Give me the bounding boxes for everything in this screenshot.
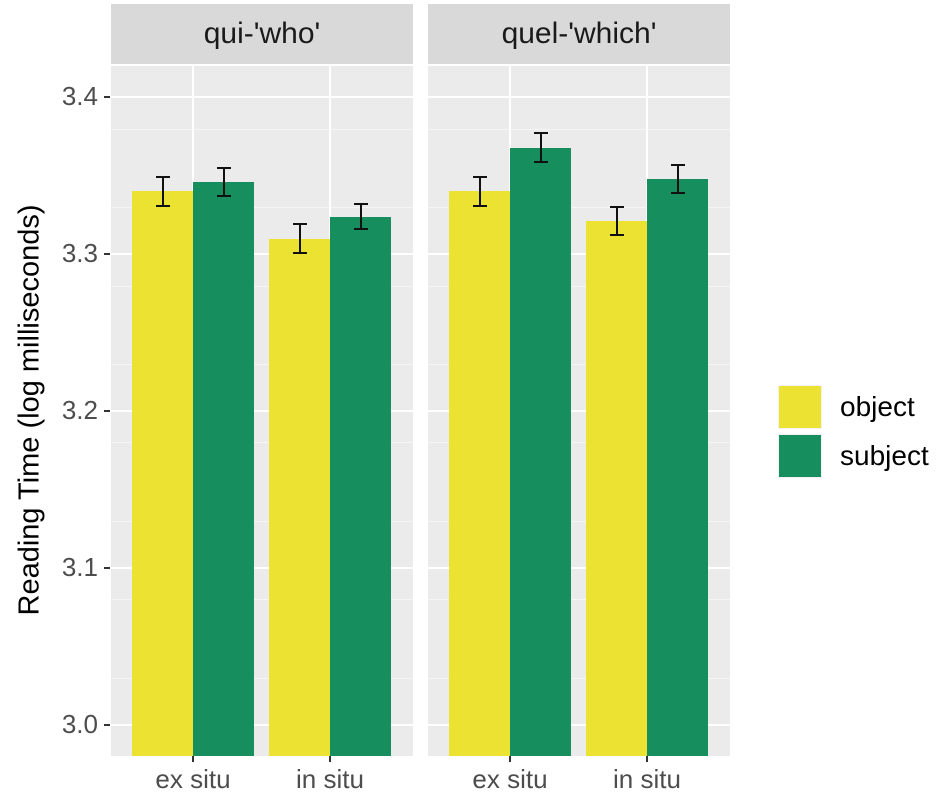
bar-object-in-situ	[269, 238, 330, 756]
error-bar-cap	[216, 166, 231, 169]
error-bar	[478, 177, 481, 206]
legend-label-subject: subject	[840, 440, 929, 471]
major-gridline	[111, 96, 413, 99]
error-bar	[615, 207, 618, 236]
x-tick-mark	[192, 756, 194, 762]
minor-gridline	[111, 599, 413, 601]
x-tick-mark	[329, 756, 331, 762]
error-bar-cap	[609, 206, 624, 209]
major-gridline	[428, 410, 730, 412]
minor-gridline	[428, 520, 730, 522]
minor-gridline	[111, 677, 413, 679]
error-bar	[222, 167, 225, 197]
error-bar	[298, 224, 301, 253]
y-tick-label: 3.2	[61, 395, 98, 425]
error-bar	[359, 204, 362, 230]
error-bar	[161, 177, 164, 206]
minor-gridline	[111, 128, 413, 130]
x-tick-label: ex situ	[472, 764, 548, 794]
major-gridline	[111, 410, 413, 412]
major-gridline	[428, 566, 730, 569]
error-bar-cap	[353, 203, 368, 205]
minor-gridline	[111, 363, 413, 365]
x-tick-label: in situ	[613, 764, 681, 794]
y-tick-mark	[104, 566, 110, 569]
error-bar-cap	[670, 192, 685, 195]
bar-subject-ex-situ	[510, 147, 571, 756]
major-gridline	[111, 253, 413, 256]
error-bar-cap	[292, 223, 307, 226]
major-gridline	[428, 723, 730, 726]
facet-strip: quel-'which'	[428, 4, 730, 64]
legend-label-object: object	[840, 391, 915, 422]
y-tick-mark	[104, 410, 110, 412]
y-tick-mark	[104, 723, 110, 726]
error-bar-cap	[353, 228, 368, 231]
x-tick-label: in situ	[296, 764, 364, 794]
y-tick-mark	[104, 253, 110, 256]
error-bar	[676, 164, 679, 193]
legend-key-subject	[778, 434, 822, 478]
major-gridline	[428, 253, 730, 256]
major-gridline	[111, 723, 413, 726]
error-bar-cap	[609, 234, 624, 237]
plot-panel	[111, 66, 413, 756]
y-tick-label: 3.1	[61, 551, 98, 582]
y-tick-label: 3.4	[61, 81, 98, 112]
error-bar-cap	[292, 251, 307, 254]
y-tick-label: 3.0	[61, 708, 98, 739]
bar-subject-in-situ	[647, 178, 708, 756]
error-bar	[539, 133, 542, 162]
minor-gridline	[111, 207, 413, 209]
error-bar-cap	[670, 163, 685, 166]
minor-gridline	[428, 677, 730, 679]
x-tick-label: ex situ	[155, 764, 231, 794]
minor-gridline	[428, 599, 730, 601]
error-bar-cap	[533, 132, 548, 135]
x-tick-mark	[646, 756, 648, 762]
bar-object-in-situ	[586, 221, 647, 756]
minor-gridline	[428, 128, 730, 130]
error-bar-cap	[155, 204, 170, 207]
minor-gridline	[428, 442, 730, 444]
error-bar-cap	[216, 195, 231, 198]
bar-subject-ex-situ	[193, 182, 254, 756]
minor-gridline	[428, 363, 730, 365]
error-bar-cap	[155, 176, 170, 179]
y-tick-mark	[104, 96, 110, 99]
facet-strip: qui-'who'	[111, 4, 413, 64]
bar-object-ex-situ	[132, 191, 193, 756]
major-gridline	[111, 566, 413, 569]
minor-gridline	[428, 207, 730, 209]
minor-gridline	[111, 285, 413, 287]
bar-subject-in-situ	[330, 216, 391, 756]
major-gridline	[428, 96, 730, 99]
bar-object-ex-situ	[449, 191, 510, 756]
x-tick-mark	[509, 756, 511, 762]
legend-key-object	[778, 385, 822, 429]
plot-panel	[428, 66, 730, 756]
minor-gridline	[111, 442, 413, 444]
error-bar-cap	[533, 160, 548, 163]
minor-gridline	[111, 520, 413, 522]
error-bar-cap	[472, 204, 487, 207]
y-tick-label: 3.3	[61, 238, 98, 269]
minor-gridline	[428, 285, 730, 287]
error-bar-cap	[472, 176, 487, 179]
